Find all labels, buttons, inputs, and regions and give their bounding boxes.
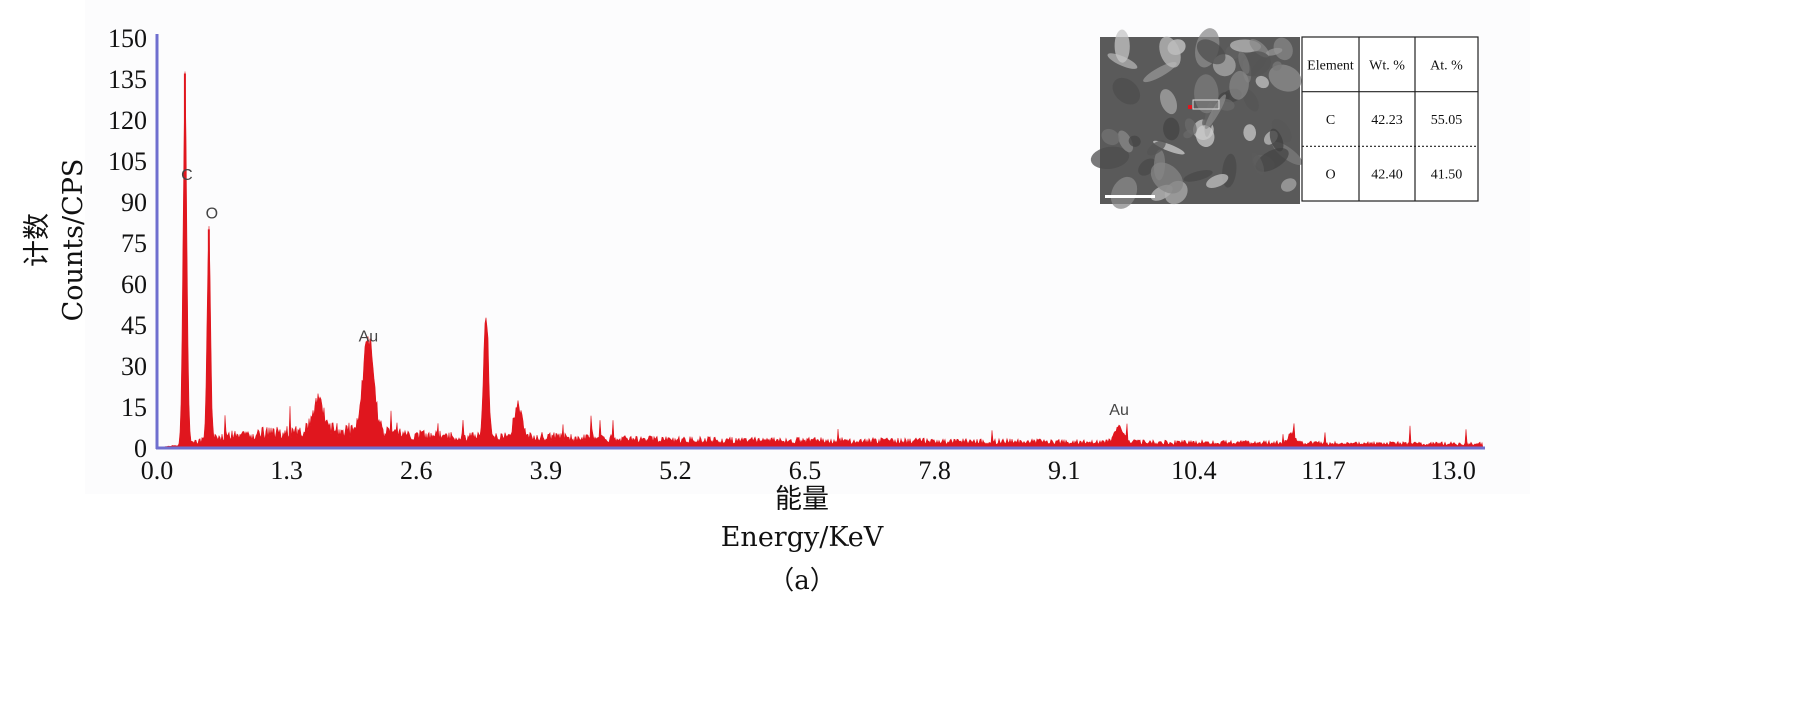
- x-tick-label: 7.8: [918, 456, 951, 485]
- sem-texture: [1271, 118, 1292, 143]
- sem-texture: [1090, 146, 1130, 170]
- x-tick-label: 13.0: [1430, 456, 1476, 485]
- sem-spot-marker: [1188, 105, 1192, 109]
- peak-labels: C O Au Au: [181, 167, 1129, 419]
- sem-texture: [1110, 176, 1138, 209]
- peak-label: Au: [1109, 402, 1129, 419]
- sem-texture: [1114, 29, 1130, 63]
- sem-scale-bar: [1105, 195, 1155, 198]
- sem-texture: [1196, 39, 1226, 65]
- sem-texture: [1194, 74, 1219, 114]
- y-tick-label: 150: [108, 24, 147, 53]
- y-tick-label: 135: [108, 65, 147, 94]
- sem-texture: [1101, 128, 1120, 146]
- peak-label: C: [181, 167, 193, 184]
- sem-texture: [1280, 178, 1297, 192]
- table-cell: 42.23: [1371, 113, 1403, 128]
- x-axis-title-cn: 能量: [775, 484, 829, 515]
- axes-layer: [155, 34, 1485, 450]
- sem-texture: [1265, 47, 1283, 56]
- table-header-cell: At. %: [1430, 58, 1463, 73]
- y-tick-label: 120: [108, 106, 147, 135]
- x-tick-label: 3.9: [530, 456, 563, 485]
- sem-texture: [1229, 70, 1249, 100]
- table-cell: 42.40: [1371, 168, 1403, 183]
- y-tick-label: 30: [121, 352, 147, 381]
- sem-texture: [1159, 89, 1178, 115]
- y-axis-title-en: Counts/CPS: [58, 159, 89, 322]
- spectrum-layer: [156, 71, 1484, 449]
- spectrum-series: [156, 71, 1484, 449]
- sem-texture: [1143, 62, 1177, 83]
- y-tick-label: 45: [121, 311, 147, 340]
- y-tick-label: 0: [134, 434, 147, 463]
- x-tick-label: 6.5: [789, 456, 822, 485]
- x-tick-label: 0.0: [141, 456, 174, 485]
- sem-texture: [1150, 162, 1184, 194]
- table-cell: 41.50: [1431, 168, 1463, 183]
- sem-texture: [1184, 118, 1197, 135]
- sem-texture: [1206, 174, 1229, 188]
- sem-texture: [1183, 170, 1213, 182]
- sem-texture: [1205, 94, 1226, 130]
- sem-texture: [1272, 61, 1282, 71]
- x-tick-label: 2.6: [400, 456, 433, 485]
- y-axis-title: 计数 Counts/CPS: [22, 159, 89, 322]
- y-axis-title-cn: 计数: [22, 213, 53, 267]
- y-tick-label: 15: [121, 393, 147, 422]
- x-tick-label: 10.4: [1171, 456, 1217, 485]
- sem-texture: [1255, 148, 1289, 172]
- sem-texture: [1243, 124, 1257, 141]
- table-cell: C: [1326, 113, 1335, 128]
- x-tick-label: 5.2: [659, 456, 692, 485]
- sem-texture: [1128, 135, 1141, 147]
- sem-texture: [1146, 140, 1166, 156]
- sem-texture: [1163, 117, 1180, 141]
- x-tick-label: 9.1: [1048, 456, 1081, 485]
- sem-texture: [1251, 152, 1265, 176]
- sem-texture: [1268, 64, 1302, 92]
- y-tick-label: 105: [108, 147, 147, 176]
- sem-texture: [1273, 37, 1293, 61]
- table-header-cell: Wt. %: [1369, 58, 1405, 73]
- sem-texture: [1242, 89, 1259, 112]
- sem-texture: [1112, 77, 1141, 105]
- tick-labels: 0 15 30 45 60 75 90 105 120 135 150 0.0 1.3 2.6 3.9 5.2…: [108, 24, 1476, 485]
- x-tick-label: 1.3: [270, 456, 303, 485]
- sem-texture: [1255, 75, 1269, 89]
- table-cell: O: [1325, 168, 1335, 183]
- table-header-cell: Element: [1307, 58, 1354, 73]
- figure-caption: （a）: [768, 566, 836, 596]
- sem-texture: [1238, 51, 1250, 74]
- sem-texture: [1269, 128, 1284, 152]
- sem-texture: [1159, 36, 1181, 68]
- sem-spot-label-box: [1192, 99, 1220, 110]
- table-cell: 55.05: [1431, 113, 1463, 128]
- element-table: [1301, 36, 1479, 202]
- peak-label: O: [206, 205, 218, 222]
- sem-texture: [1195, 125, 1215, 147]
- x-tick-label: 11.7: [1301, 456, 1346, 485]
- sem-texture: [1117, 130, 1134, 153]
- x-axis-title-en: Energy/KeV: [721, 522, 884, 553]
- inset-sem-image-and-table: Element Wt. % At. % C 42.23 55.05 O 42.40 41.50: [1090, 28, 1479, 209]
- y-tick-label: 60: [121, 270, 147, 299]
- y-tick-label: 90: [121, 188, 147, 217]
- y-tick-label: 75: [121, 229, 147, 258]
- peak-label: Au: [359, 328, 379, 345]
